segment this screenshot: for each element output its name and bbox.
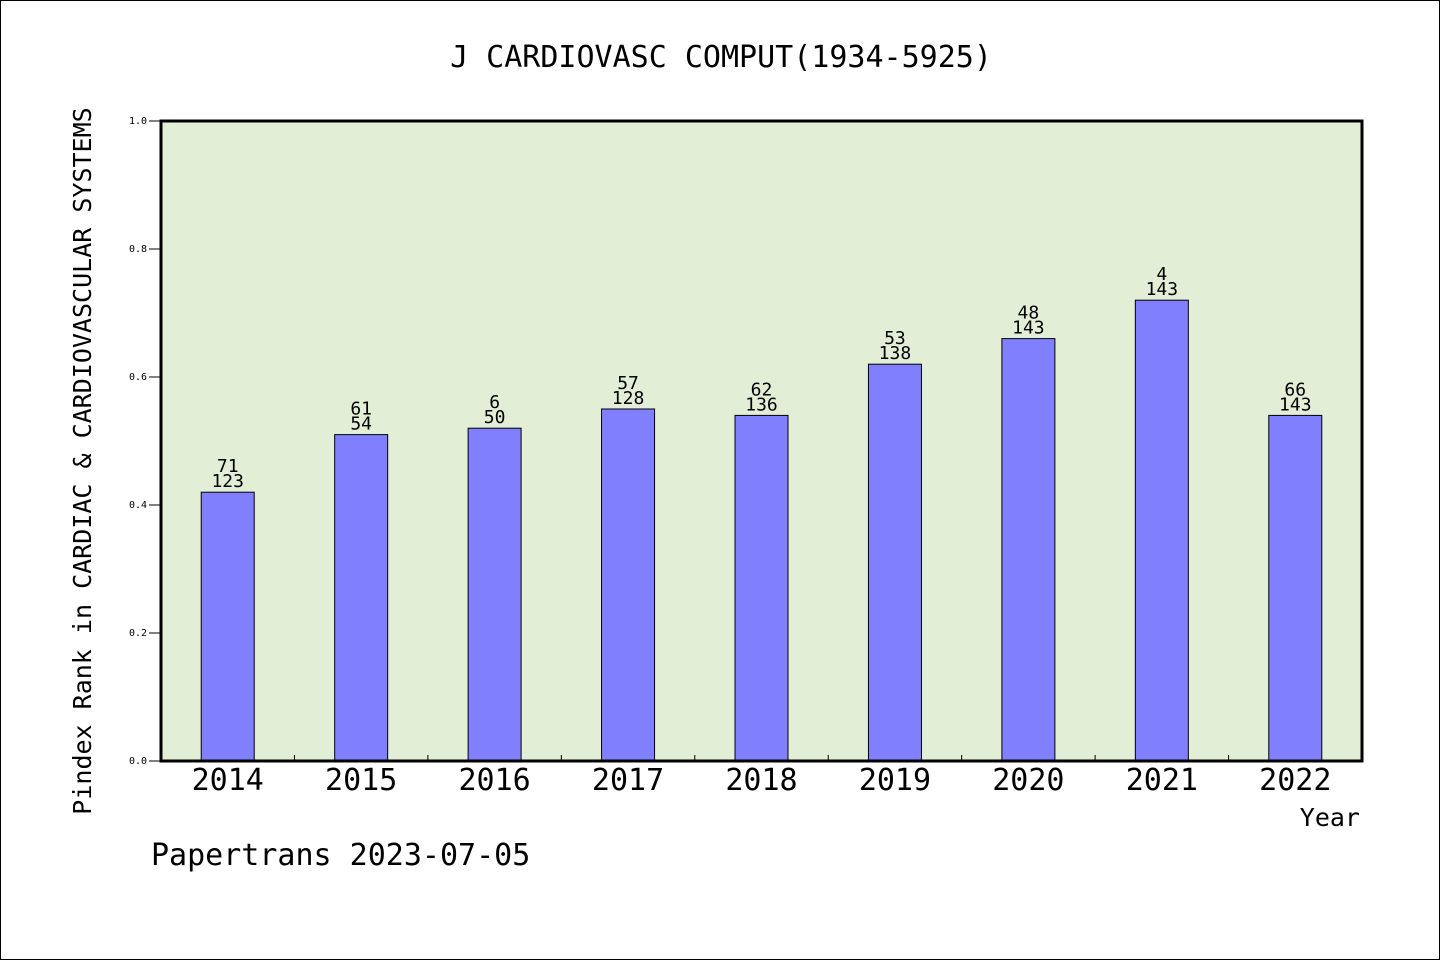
bar-rank-label-2014: 71 xyxy=(217,456,239,477)
y-tick-label-0.2: 0.2 xyxy=(129,628,147,639)
bar-total-label-2017: 128 xyxy=(612,388,645,409)
bar-total-label-2014: 123 xyxy=(211,471,244,492)
x-tick-label-2014: 2014 xyxy=(192,763,264,798)
x-tick-label-2021: 2021 xyxy=(1126,763,1198,798)
bar-rank-label-2019: 53 xyxy=(884,328,906,349)
y-tick-label-0.6: 0.6 xyxy=(129,372,147,383)
bar-total-label-2018: 136 xyxy=(745,394,778,415)
bar-2018 xyxy=(734,414,789,762)
bar-total-label-2019: 138 xyxy=(879,343,912,364)
y-tick-label-0.8: 0.8 xyxy=(129,244,147,255)
footer-text: Papertrans 2023-07-05 xyxy=(151,838,530,873)
x-axis-label: Year xyxy=(1300,803,1360,832)
x-tick-label-2015: 2015 xyxy=(325,763,397,798)
bar-rank-label-2021: 4 xyxy=(1156,264,1167,285)
bar-rank-label-2017: 57 xyxy=(617,373,639,394)
bar-total-label-2020: 143 xyxy=(1012,318,1045,339)
bar-total-label-2015: 54 xyxy=(350,414,372,435)
y-tick-label-0.0: 0.0 xyxy=(129,756,147,767)
bar-total-label-2022: 143 xyxy=(1279,394,1312,415)
bar-rank-label-2016: 6 xyxy=(489,392,500,413)
bar-rank-label-2015: 61 xyxy=(350,399,372,420)
bar-2021 xyxy=(1134,299,1189,762)
bar-2022 xyxy=(1268,414,1323,762)
y-tick-label-1.0: 1.0 xyxy=(129,116,147,127)
bar-2019 xyxy=(867,363,922,762)
bar-2014 xyxy=(200,491,255,762)
x-tick-label-2019: 2019 xyxy=(859,763,931,798)
x-tick-label-2020: 2020 xyxy=(992,763,1064,798)
bar-total-label-2021: 143 xyxy=(1146,279,1179,300)
x-tick-label-2016: 2016 xyxy=(458,763,530,798)
bar-2020 xyxy=(1001,338,1056,762)
bar-rank-label-2022: 66 xyxy=(1284,379,1306,400)
plot-border xyxy=(159,119,1364,763)
y-tick-label-0.4: 0.4 xyxy=(129,500,147,511)
bar-total-label-2016: 50 xyxy=(484,407,506,428)
x-tick-label-2022: 2022 xyxy=(1259,763,1331,798)
y-axis-label: Pindex Rank in CARDIAC & CARDIOVASCULAR … xyxy=(68,107,97,814)
bar-rank-label-2018: 62 xyxy=(751,379,773,400)
bar-rank-label-2020: 48 xyxy=(1018,303,1040,324)
x-tick-label-2017: 2017 xyxy=(592,763,664,798)
bar-2016 xyxy=(467,427,522,762)
bar-2015 xyxy=(334,434,389,762)
bar-2017 xyxy=(601,408,656,762)
x-tick-label-2018: 2018 xyxy=(725,763,797,798)
chart-title: J CARDIOVASC COMPUT(1934-5925) xyxy=(450,40,992,75)
